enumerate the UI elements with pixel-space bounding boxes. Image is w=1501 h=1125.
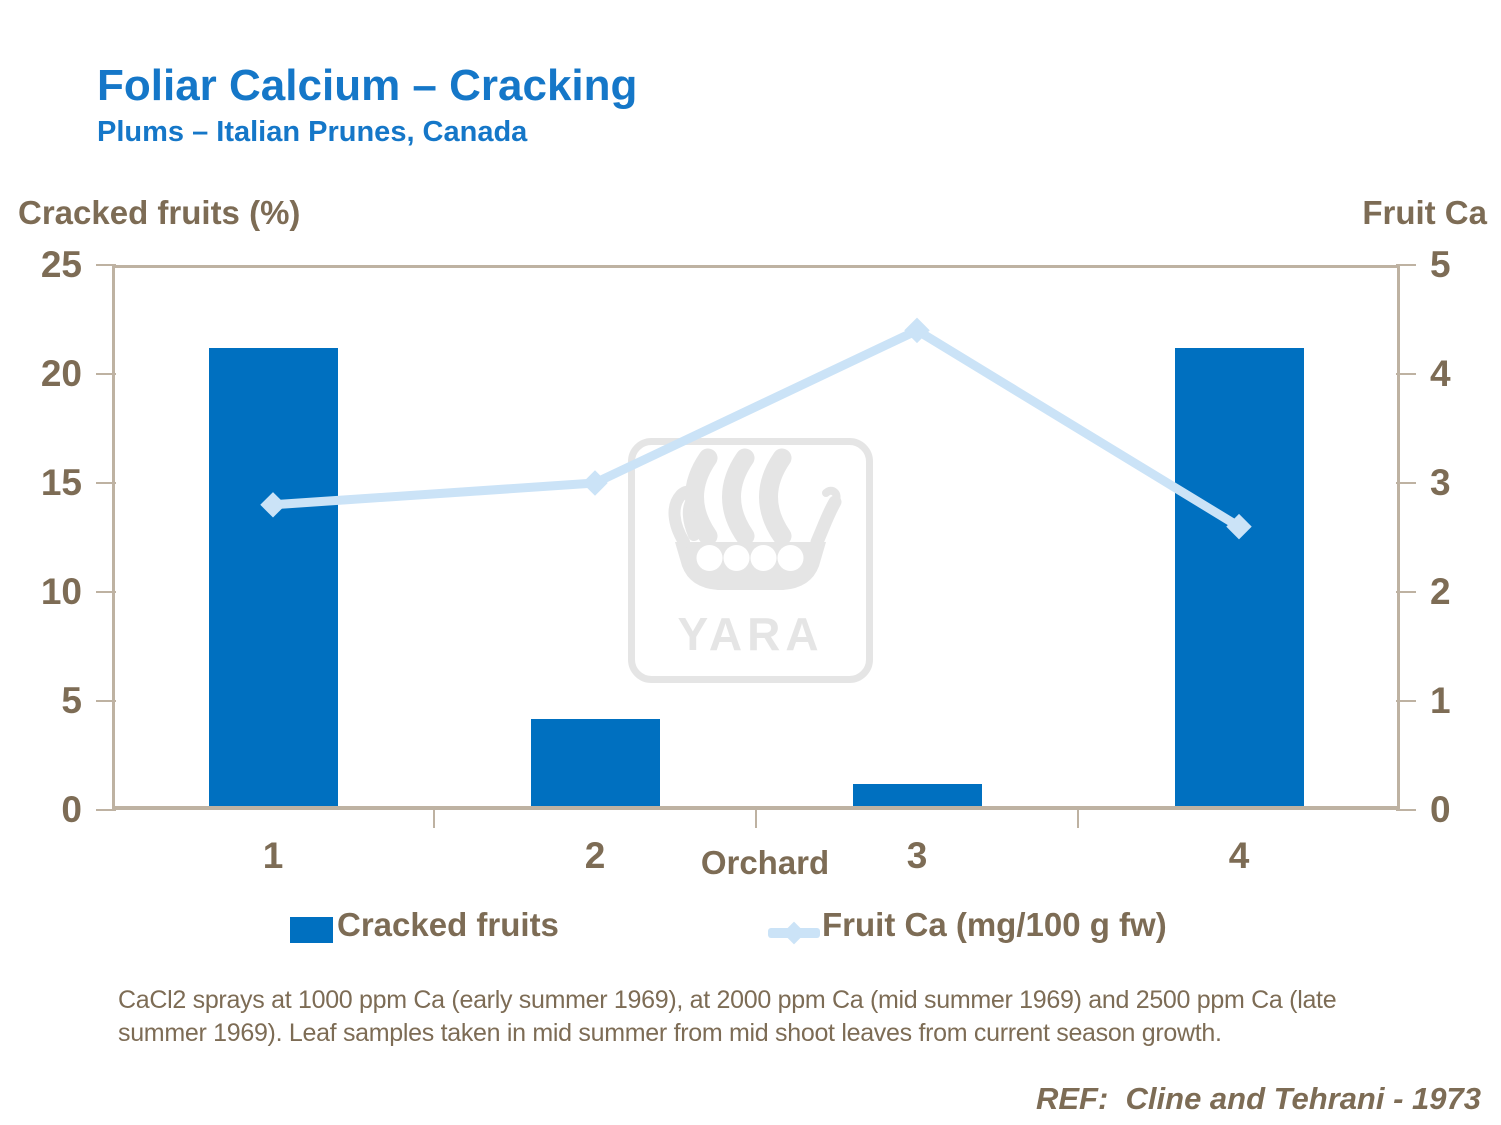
fruit-ca-line [272, 325, 1242, 531]
left-axis-tick [96, 809, 116, 811]
category-label: 2 [584, 835, 606, 876]
legend-diamond-marker-icon [782, 921, 806, 945]
left-axis-title: Cracked fruits (%) [18, 194, 301, 231]
category-label: 4 [1228, 835, 1250, 876]
category-label: 1 [262, 835, 284, 876]
legend-label-cracked-fruits: Cracked fruits [337, 906, 559, 943]
plot-area: YARA [112, 265, 1400, 810]
right-axis-tick [1396, 373, 1416, 375]
right-axis-tick-label: 2 [1430, 571, 1451, 612]
fruit-ca-marker-icon [260, 492, 286, 518]
watermark-shield-icon [777, 545, 804, 571]
right-axis-tick [1396, 809, 1416, 811]
right-axis-tick [1396, 700, 1416, 702]
right-axis-title: Fruit Ca [1362, 194, 1487, 231]
bar-cracked-fruits [1174, 348, 1304, 806]
category-label: 3 [906, 835, 928, 876]
left-axis-tick [96, 700, 116, 702]
watermark-sail-icon [722, 448, 755, 546]
left-axis-tick [96, 482, 116, 484]
right-axis-tick-label: 5 [1430, 244, 1451, 285]
left-axis-tick-label: 10 [40, 571, 82, 612]
watermark-sail-icon [759, 448, 792, 546]
watermark-shield-icon [750, 545, 777, 571]
watermark-prow-icon [668, 485, 700, 548]
left-axis-tick-label: 25 [40, 244, 82, 285]
bar-cracked-fruits [530, 718, 660, 806]
x-axis-tick [755, 810, 757, 828]
left-axis-tick-label: 20 [40, 353, 82, 394]
right-axis-tick [1396, 264, 1416, 266]
right-axis-tick [1396, 482, 1416, 484]
fruit-ca-line-series [260, 317, 1252, 540]
legend-label-fruit-ca: Fruit Ca (mg/100 g fw) [822, 906, 1167, 943]
yara-watermark-logo: YARA [628, 438, 873, 683]
legend-swatch-cracked-fruits [290, 917, 333, 943]
left-axis-tick [96, 373, 116, 375]
left-axis-tick-label: 0 [61, 789, 82, 830]
watermark-shield-icon [723, 545, 750, 571]
bar-cracked-fruits [208, 348, 338, 806]
fruit-ca-marker-icon [582, 470, 608, 496]
watermark-text: YARA [677, 608, 823, 660]
x-axis-tick [1077, 810, 1079, 828]
left-axis-tick-label: 5 [61, 680, 82, 721]
watermark-stern-tail-icon [822, 486, 841, 506]
right-axis-tick-label: 1 [1430, 680, 1451, 721]
bar-cracked-fruits [852, 784, 982, 806]
watermark-shield-icon [696, 545, 723, 571]
page-title: Foliar Calcium – Cracking [97, 61, 638, 110]
right-axis-tick-label: 0 [1430, 789, 1451, 830]
x-axis-title: Orchard [700, 844, 830, 881]
footnote-text: CaCl2 sprays at 1000 ppm Ca (early summe… [118, 986, 1337, 1048]
left-axis-tick [96, 264, 116, 266]
x-axis-tick [433, 810, 435, 828]
right-axis-tick [1396, 591, 1416, 593]
legend-swatch-fruit-ca [768, 921, 820, 945]
watermark-frame [628, 438, 873, 683]
right-axis-tick-label: 4 [1430, 353, 1451, 394]
page-subtitle: Plums – Italian Prunes, Canada [97, 116, 528, 148]
left-axis-tick [96, 591, 116, 593]
reference-text: REF: Cline and Tehrani - 1973 [1035, 1081, 1481, 1116]
right-axis-tick-label: 3 [1430, 462, 1451, 503]
left-axis-tick-label: 15 [40, 462, 82, 503]
